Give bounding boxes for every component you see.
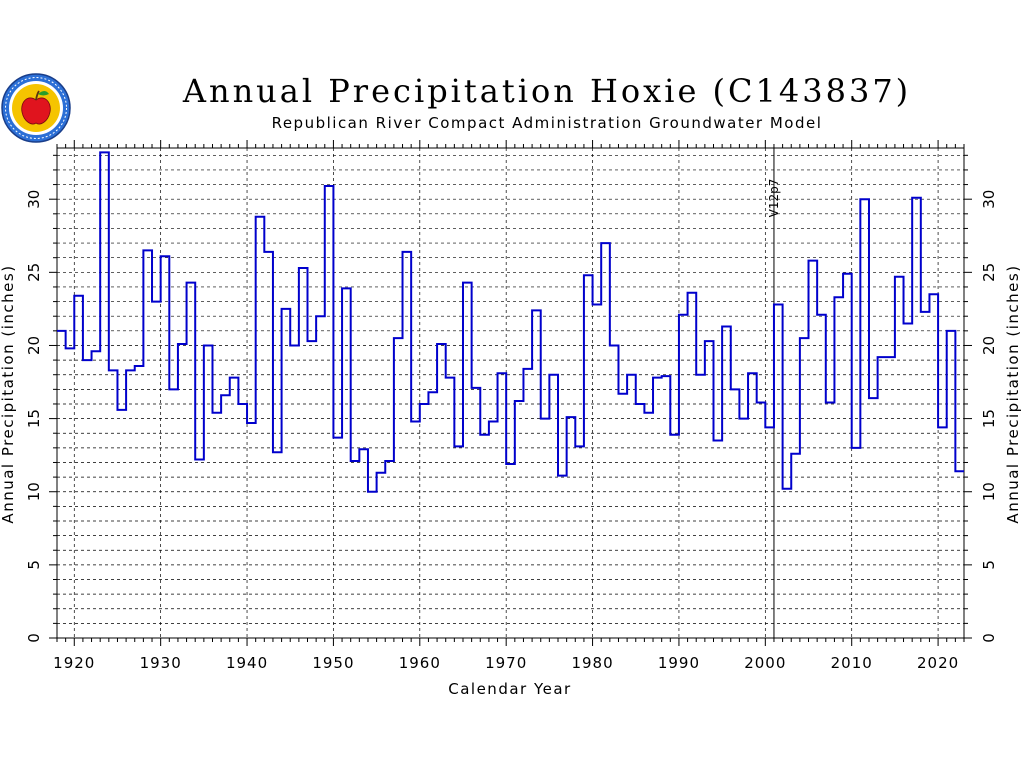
- x-tick-label: 1930: [140, 654, 182, 672]
- x-tick-label: 1920: [53, 654, 95, 672]
- x-tick-label: 1970: [485, 654, 527, 672]
- x-axis-label: Calendar Year: [448, 680, 571, 698]
- annotation-label: V12p7: [767, 179, 781, 218]
- y-axis-left: 0 5 10 15 20 25 30: [25, 154, 57, 643]
- apple-seal-icon: [1, 73, 71, 143]
- y-axis-right: 0 5 10 15 20 25 30: [964, 154, 998, 643]
- y-tick-label-left: 15: [25, 409, 43, 428]
- y-tick-label-left: 5: [25, 560, 43, 570]
- x-axis: 1920 1930 1940 1950 1960 1970 1980 1990 2000 2010…: [53, 140, 965, 672]
- y-tick-label-left: 25: [25, 263, 43, 282]
- x-tick-label: 1960: [399, 654, 441, 672]
- y-tick-label-right: 5: [980, 560, 998, 570]
- x-tick-label: 1990: [658, 654, 700, 672]
- y-tick-label-right: 10: [980, 482, 998, 501]
- y-tick-label-left: 20: [25, 336, 43, 355]
- x-tick-label: 1950: [312, 654, 354, 672]
- y-tick-label-left: 30: [25, 190, 43, 209]
- y-tick-label-left: 0: [25, 633, 43, 643]
- x-tick-label: 1940: [226, 654, 268, 672]
- plot-frame: [56, 147, 965, 639]
- chart-subtitle: Republican River Compact Administration …: [271, 114, 823, 132]
- y-axis-label-right: Annual Precipitation (inches): [1004, 264, 1022, 523]
- y-tick-label-right: 30: [980, 190, 998, 209]
- x-tick-label: 2000: [744, 654, 786, 672]
- y-tick-label-right: 0: [980, 633, 998, 643]
- y-tick-label-right: 25: [980, 263, 998, 282]
- x-tick-label: 2020: [917, 654, 959, 672]
- y-tick-label-right: 20: [980, 336, 998, 355]
- chart-title: Annual Precipitation Hoxie (C143837): [182, 72, 912, 110]
- series-layer: [57, 151, 964, 493]
- plot-border: [56, 147, 965, 639]
- x-tick-label: 1980: [571, 654, 613, 672]
- chart-grid: [57, 148, 964, 638]
- y-axis-label-left: Annual Precipitation (inches): [0, 264, 17, 523]
- y-tick-label-left: 10: [25, 482, 43, 501]
- precipitation-series-line: [57, 151, 964, 493]
- y-tick-label-right: 15: [980, 409, 998, 428]
- x-tick-label: 2010: [831, 654, 873, 672]
